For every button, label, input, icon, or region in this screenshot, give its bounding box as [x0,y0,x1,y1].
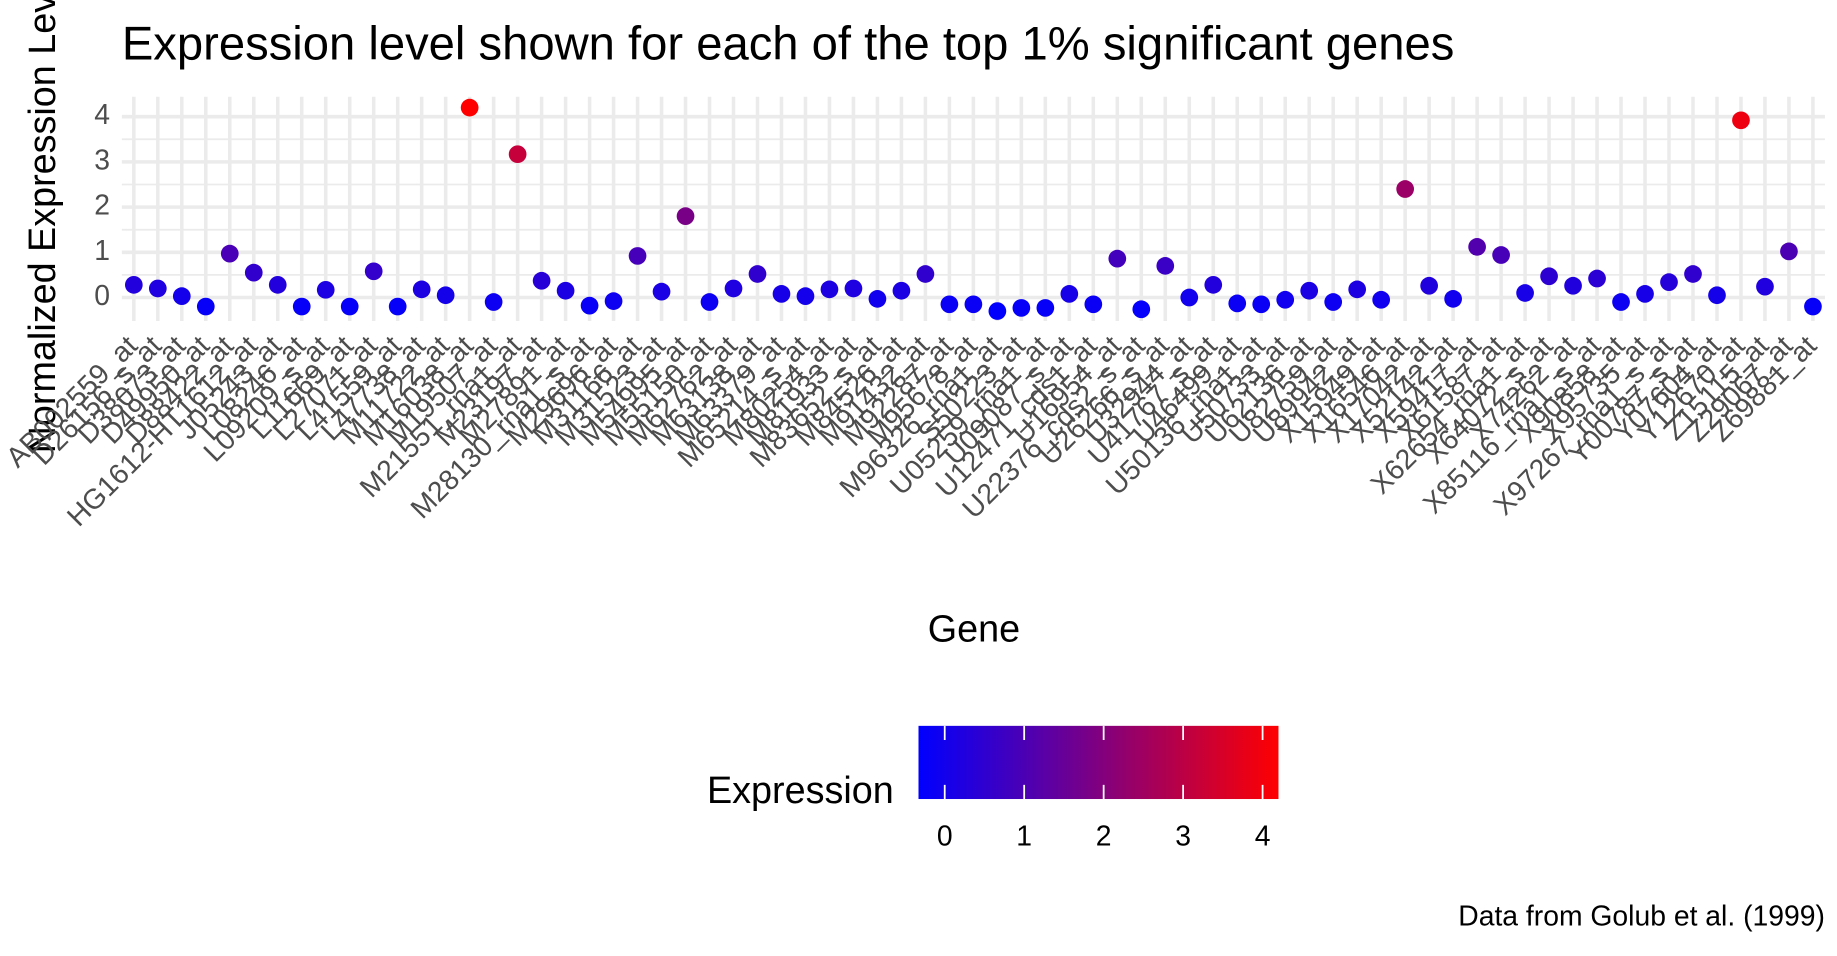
point [1420,276,1438,295]
point [1660,273,1678,291]
point [1012,299,1031,317]
colorbar-tick-label: 1 [1016,820,1032,852]
point [1636,285,1654,303]
point [508,145,527,164]
point [1612,293,1630,311]
point [1228,294,1247,313]
y-tick-label: 1 [94,235,110,267]
point [1732,111,1750,130]
point [820,280,839,299]
point [220,244,239,263]
point [916,265,935,283]
point [988,302,1007,320]
point [148,279,167,298]
point [1492,246,1510,264]
point [1156,257,1175,275]
point [1036,299,1055,317]
point [1108,249,1127,268]
point [628,247,647,265]
point [1132,300,1151,319]
point [676,207,695,225]
point [1084,295,1103,314]
point [724,279,743,298]
point [460,98,479,117]
point [340,297,359,316]
point [1756,277,1774,296]
point [1468,238,1486,256]
point [892,281,911,300]
point [1348,280,1367,299]
point [412,280,431,299]
point [868,290,887,308]
point [484,293,503,311]
point [1060,285,1079,303]
colorbar-tick-label: 3 [1175,820,1191,852]
point [1516,284,1534,302]
point [604,292,623,310]
point [748,265,767,283]
point [268,276,287,294]
point [1708,286,1726,305]
point [1252,295,1271,314]
point [1276,290,1295,309]
point [532,271,551,290]
y-axis-title: Normalized Expression Level [22,0,64,453]
point [1780,242,1798,261]
x-axis-title: Gene [928,608,1020,650]
point [1804,297,1822,316]
colorbar-tick-label: 2 [1096,820,1112,852]
point [1444,290,1462,308]
point [796,287,815,306]
colorbar [918,725,1279,800]
point [436,286,455,305]
point [844,279,863,298]
point [556,281,575,300]
y-tick-label: 2 [94,190,110,222]
point [1588,269,1606,288]
point [1396,180,1415,198]
point [1372,290,1391,309]
point [124,276,143,294]
point [1180,288,1199,307]
point [940,295,959,314]
y-tick-label: 0 [94,280,110,312]
point [700,293,719,311]
chart-title: Expression level shown for each of the t… [122,18,1455,71]
legend-title: Expression [707,770,894,812]
colorbar-tick-label: 0 [937,820,953,852]
point [1564,276,1582,295]
point [316,280,335,299]
point [1324,293,1343,311]
point [1684,265,1702,283]
point [1300,281,1319,300]
point [388,297,407,316]
point [580,296,599,315]
point [772,285,791,303]
point [364,262,383,281]
caption: Data from Golub et al. (1999) [1458,901,1825,933]
point [172,287,191,306]
y-tick-label: 3 [94,144,110,176]
point [964,295,983,314]
colorbar-tick-label: 4 [1255,820,1271,852]
point [1540,267,1558,286]
point [1204,276,1223,294]
point [292,297,311,316]
point [244,263,263,282]
y-tick-label: 4 [94,99,110,131]
point [196,297,215,316]
point [652,282,671,301]
